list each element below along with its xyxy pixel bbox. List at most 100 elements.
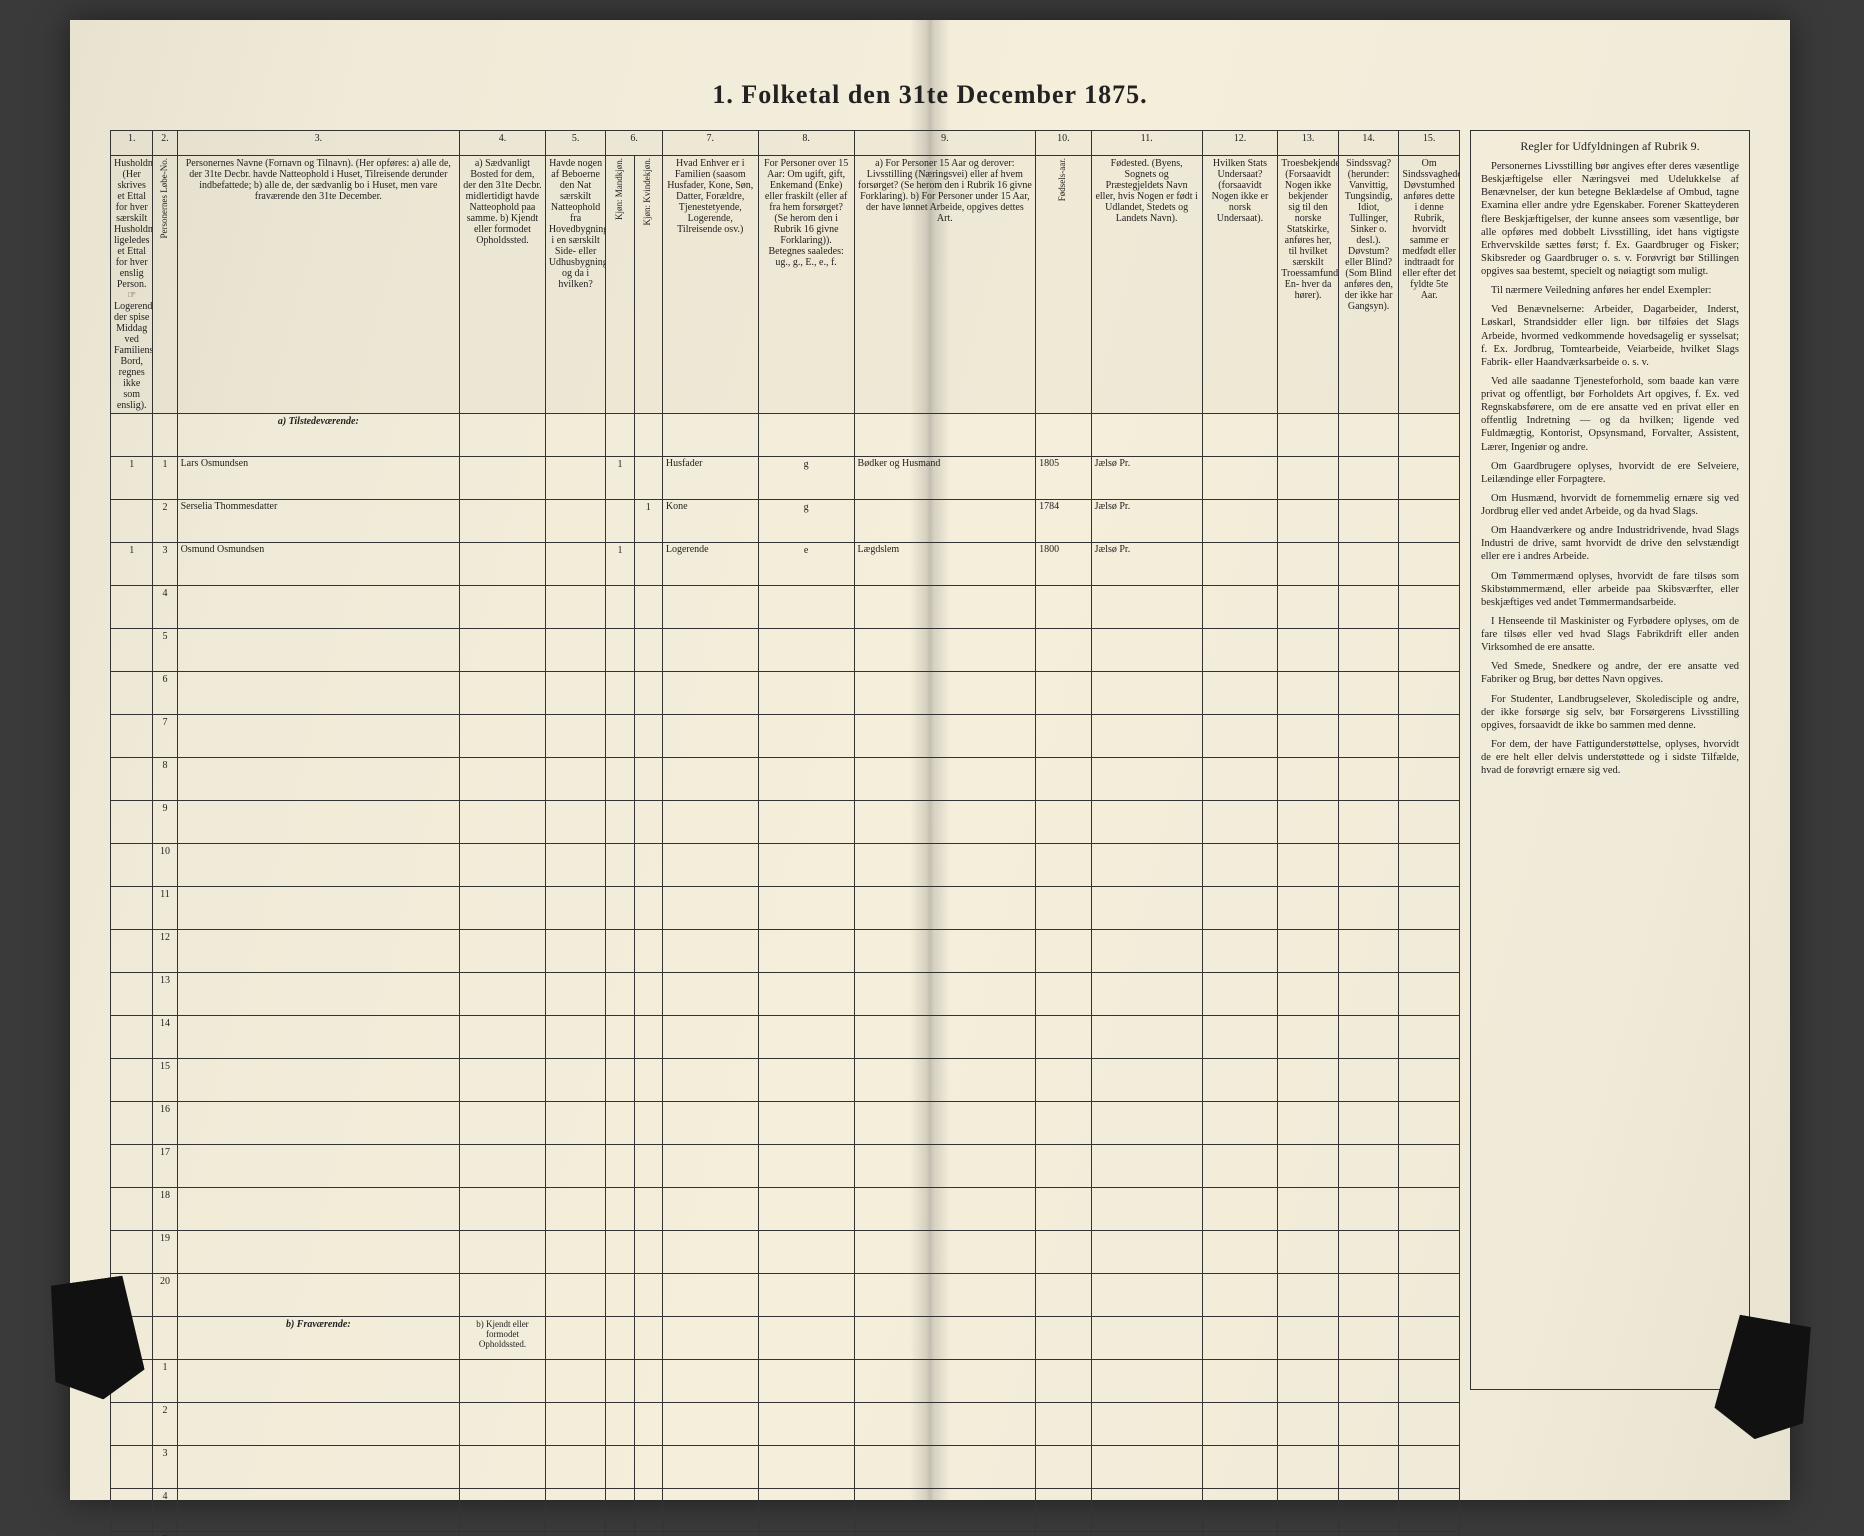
family-position: Kone: [662, 500, 758, 543]
empty-cell: [662, 930, 758, 973]
empty-cell: [1399, 1274, 1460, 1317]
empty-cell: [1399, 801, 1460, 844]
empty-cell: [606, 1403, 634, 1446]
column-number: 1.: [111, 131, 153, 156]
empty-cell: [1399, 1102, 1460, 1145]
outbuilding: [545, 457, 606, 500]
empty-cell: [177, 1274, 460, 1317]
empty-cell: [177, 1231, 460, 1274]
empty-cell: [177, 887, 460, 930]
empty-cell: [1278, 844, 1339, 887]
table-row-empty: 5: [111, 1532, 1460, 1536]
empty-cell: [634, 1059, 662, 1102]
empty-cell: [545, 715, 606, 758]
column-header-row: Husholdninger. (Her skrives et Ettal for…: [111, 156, 1460, 414]
empty-cell: [460, 930, 546, 973]
disability-onset: [1399, 457, 1460, 500]
empty-cell: [1278, 930, 1339, 973]
column-number: 11.: [1091, 131, 1202, 156]
empty-cell: [606, 887, 634, 930]
religion: [1278, 457, 1339, 500]
empty-cell: [1278, 1145, 1339, 1188]
empty-cell: [1399, 930, 1460, 973]
empty-cell: [662, 887, 758, 930]
empty-cell: [177, 1145, 460, 1188]
empty-cell: [854, 973, 1036, 1016]
empty-cell: [1278, 1188, 1339, 1231]
instruction-paragraph: Til nærmere Veiledning anføres her endel…: [1481, 284, 1739, 297]
empty-cell: [606, 930, 634, 973]
empty-cell: [758, 1360, 854, 1403]
marital-status: g: [758, 500, 854, 543]
empty-cell: [460, 1489, 546, 1532]
empty-cell: [1091, 1403, 1202, 1446]
birth-year: 1805: [1036, 457, 1091, 500]
empty-cell: [1036, 1489, 1091, 1532]
person-number: 3: [153, 1446, 177, 1489]
empty-cell: [1399, 1188, 1460, 1231]
empty-cell: [606, 1532, 634, 1536]
empty-cell: [1278, 715, 1339, 758]
table-row-empty: 16: [111, 1102, 1460, 1145]
empty-cell: [1338, 801, 1399, 844]
empty-cell: [177, 930, 460, 973]
empty-cell: [662, 758, 758, 801]
empty-cell: [606, 414, 634, 457]
empty-cell: [1399, 1403, 1460, 1446]
birthplace: Jælsø Pr.: [1091, 500, 1202, 543]
empty-cell: [1091, 973, 1202, 1016]
person-number: 11: [153, 887, 177, 930]
empty-cell: [758, 801, 854, 844]
empty-cell: [1036, 715, 1091, 758]
column-number: 10.: [1036, 131, 1091, 156]
column-number: 3.: [177, 131, 460, 156]
empty-cell: [634, 1188, 662, 1231]
empty-cell: [1399, 1145, 1460, 1188]
empty-cell: [606, 1317, 634, 1360]
empty-cell: [460, 1274, 546, 1317]
empty-cell: [1399, 629, 1460, 672]
empty-cell: [606, 844, 634, 887]
empty-cell: [634, 672, 662, 715]
person-number: 3: [153, 543, 177, 586]
empty-cell: [1278, 801, 1339, 844]
empty-cell: [1399, 758, 1460, 801]
empty-cell: [1399, 1059, 1460, 1102]
empty-cell: [1036, 1274, 1091, 1317]
empty-cell: [758, 758, 854, 801]
header-col-11: Fødested. (Byens, Sognets og Præstegjeld…: [1091, 156, 1202, 414]
empty-cell: [177, 586, 460, 629]
empty-cell: [545, 1188, 606, 1231]
empty-cell: [1036, 973, 1091, 1016]
column-number: 15.: [1399, 131, 1460, 156]
sex-male: [606, 500, 634, 543]
birthplace: Jælsø Pr.: [1091, 457, 1202, 500]
empty-cell: [1036, 1231, 1091, 1274]
empty-cell: [1036, 758, 1091, 801]
empty-cell: [854, 1489, 1036, 1532]
empty-cell: [662, 1102, 758, 1145]
empty-cell: [634, 1446, 662, 1489]
empty-cell: [1278, 1102, 1339, 1145]
empty-cell: [854, 1188, 1036, 1231]
person-number: 1: [153, 1360, 177, 1403]
empty-cell: [1278, 414, 1339, 457]
empty-cell: [1202, 1317, 1278, 1360]
header-col-15: Om Sindssvaghedog Døvstumhed anføres det…: [1399, 156, 1460, 414]
occupation: Lægdslem: [854, 543, 1036, 586]
sex-female: [634, 543, 662, 586]
col4-b-label: b) Kjendt eller formodet Opholdssted.: [460, 1317, 546, 1360]
empty-cell: [1338, 1446, 1399, 1489]
outbuilding: [545, 500, 606, 543]
empty-cell: [1338, 1231, 1399, 1274]
empty-cell: [1202, 801, 1278, 844]
empty-cell: [460, 1446, 546, 1489]
empty-cell: [177, 973, 460, 1016]
empty-cell: [1399, 1532, 1460, 1536]
empty-cell: [1399, 715, 1460, 758]
empty-cell: [1036, 1102, 1091, 1145]
empty-cell: [662, 1532, 758, 1536]
empty-cell: [634, 1016, 662, 1059]
table-row-empty: 4: [111, 586, 1460, 629]
empty-cell: [854, 1102, 1036, 1145]
